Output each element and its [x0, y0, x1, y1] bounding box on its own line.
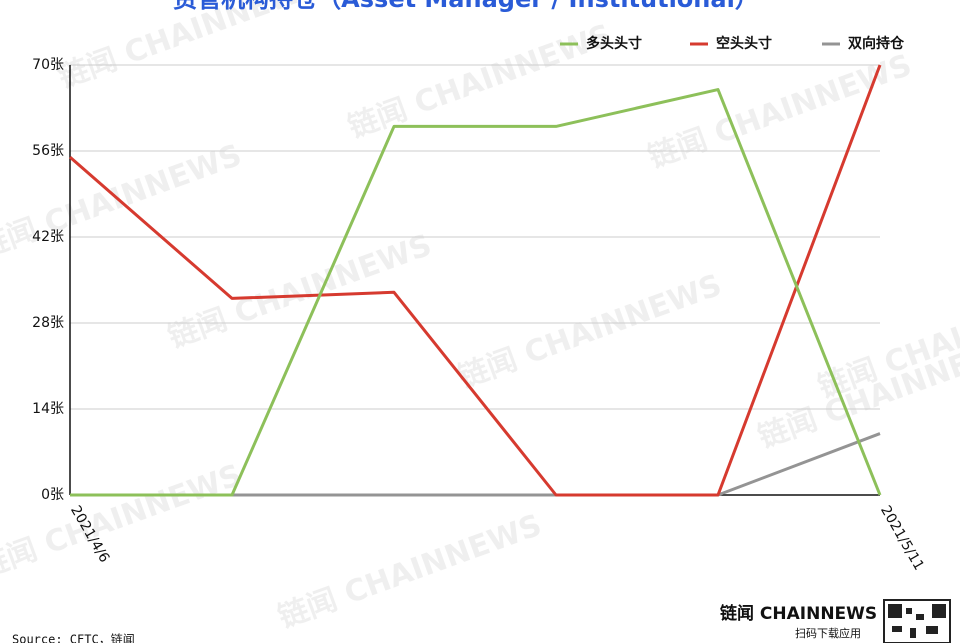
- watermark: 链闻 CHAINNEWS: [54, 0, 327, 96]
- y-tick-label: 42张: [32, 229, 64, 245]
- legend-label: 多头头寸: [586, 35, 642, 52]
- watermark: 链闻 CHAINNEWS: [454, 268, 727, 396]
- x-tick-label: 2021/5/11: [877, 503, 927, 573]
- brand-sub: 扫码下载应用: [795, 626, 861, 640]
- y-tick-label: 14张: [32, 401, 64, 417]
- legend-label: 双向持仓: [848, 35, 905, 52]
- line-series: [70, 88, 882, 497]
- line-series: [69, 64, 882, 497]
- y-tick-label: 0张: [41, 487, 64, 503]
- brand: 链闻 CHAINNEWS: [720, 603, 877, 624]
- chart-title: 资管机构持仓（Asset Manager / Institutional）: [173, 0, 759, 13]
- qr-code: [883, 599, 951, 643]
- watermark: 链闻 CHAINNEWS: [274, 508, 547, 636]
- legend-label: 空头头寸: [716, 35, 772, 52]
- watermark: 链闻 CHAINNEWS: [0, 458, 246, 586]
- watermark: 链闻 CHAINNEWS: [644, 48, 917, 176]
- source: Source: CFTC，链闻: [12, 632, 135, 643]
- y-tick-label: 56张: [32, 143, 64, 159]
- y-tick-label: 28张: [32, 315, 64, 331]
- y-tick-label: 70张: [32, 57, 64, 73]
